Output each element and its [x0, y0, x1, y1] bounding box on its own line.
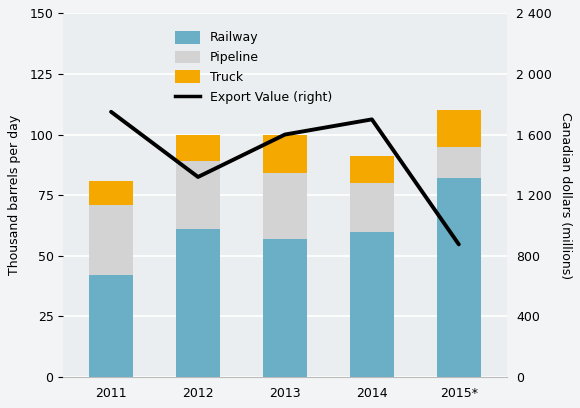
Y-axis label: Canadian dollars (millions): Canadian dollars (millions): [559, 111, 572, 279]
Y-axis label: Thousand barrels per day: Thousand barrels per day: [8, 115, 21, 275]
Bar: [89, 205, 133, 275]
Bar: [176, 135, 220, 161]
Bar: [89, 181, 133, 205]
Bar: [89, 275, 133, 377]
Bar: [437, 110, 481, 146]
Bar: [350, 156, 394, 183]
Bar: [176, 229, 220, 377]
Bar: [263, 173, 307, 239]
Bar: [437, 146, 481, 178]
Legend: Railway, Pipeline, Truck, Export Value (right): Railway, Pipeline, Truck, Export Value (…: [167, 23, 339, 111]
Bar: [176, 161, 220, 229]
Bar: [263, 135, 307, 173]
Bar: [350, 183, 394, 231]
Bar: [437, 178, 481, 377]
Bar: [263, 239, 307, 377]
Bar: [350, 231, 394, 377]
